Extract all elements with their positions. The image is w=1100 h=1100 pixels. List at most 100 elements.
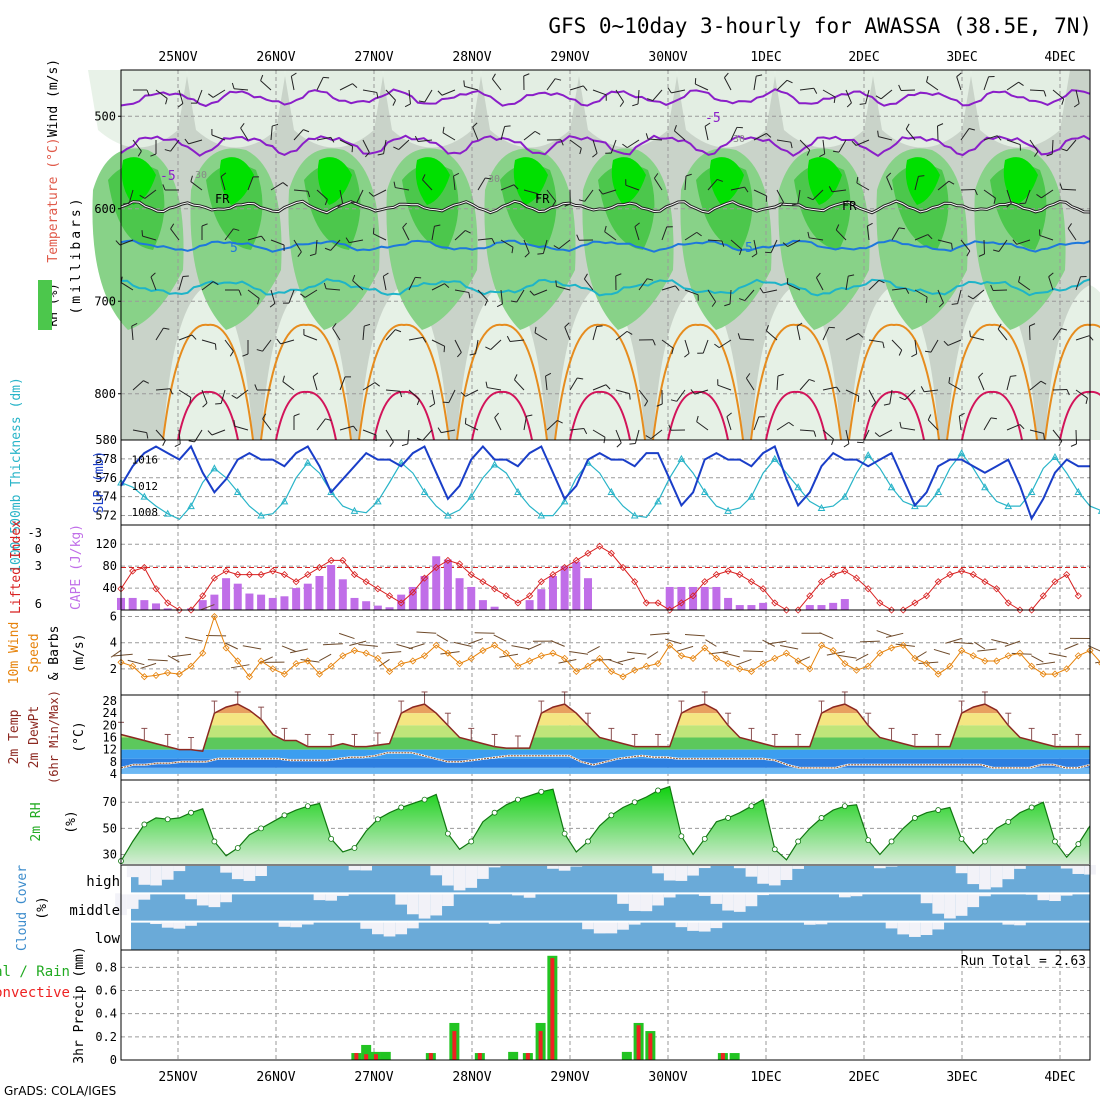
date-label-top: 2DEC: [848, 50, 879, 65]
wind-barb: [1067, 223, 1073, 229]
rh-point: [491, 809, 498, 816]
wind-barb: [707, 179, 718, 191]
wind-barb: [744, 186, 749, 193]
wind-barb: [889, 389, 893, 404]
wind-point: [210, 612, 218, 621]
cape-bar: [665, 586, 674, 610]
precip-conv-bar: [720, 1053, 725, 1060]
dew-band: [121, 749, 1090, 759]
wind-barb: [465, 423, 479, 431]
slp-line: [120, 444, 1090, 521]
cloud-cell: [150, 921, 162, 925]
li-point: [958, 567, 966, 575]
wind-barb: [832, 189, 847, 193]
rh-contour-fill: [317, 157, 352, 205]
tick-label: 4: [110, 636, 117, 650]
wind-barb: [534, 332, 548, 341]
wind-point: [619, 673, 627, 681]
wind-barb: [454, 339, 462, 353]
cloud-cell: [488, 921, 501, 924]
wind-barb: [260, 74, 264, 81]
tick-label-slp: 1008: [132, 506, 159, 519]
wind-barb: [170, 223, 175, 230]
cloud-cell: [1002, 921, 1015, 925]
wind-barb: [717, 384, 732, 391]
bottom-date-axis: 25NOV 26NOV 27NOV 28NOV 29NOV 30NOV 1DEC 2DEC 3D…: [158, 1070, 1075, 1085]
panel-upper-air: -5 -5 FR FR FR 5 5 30 30 30 500 600 700 800 Wind (m/s)…: [38, 59, 1100, 448]
rh-contour-fill: [709, 157, 744, 205]
wind-point: [946, 662, 954, 670]
wind-barb: [756, 74, 763, 77]
wind-barb: [779, 202, 784, 208]
wind-barb: [996, 135, 1002, 141]
wind-barb: [474, 632, 495, 634]
wind-barb: [345, 237, 350, 243]
tick-label: 24: [103, 706, 117, 720]
wind-barb: [212, 281, 219, 286]
contour-label: -5: [160, 169, 176, 184]
wind-barb: [684, 289, 699, 296]
wind-barb: [1019, 424, 1025, 430]
wind-barb: [465, 230, 471, 234]
wind-barb: [242, 645, 262, 650]
thickness-point: [957, 449, 966, 457]
temp-contour-line: [120, 134, 1091, 158]
wind-barb: [207, 430, 213, 436]
li-point: [922, 592, 931, 600]
wind-barb: [937, 289, 944, 304]
li-point: [666, 606, 674, 614]
rh-point: [141, 821, 148, 828]
wind-point: [782, 649, 791, 657]
cloud-cell: [780, 865, 793, 880]
wind-barb: [947, 339, 962, 346]
contour-label: 5: [745, 241, 753, 256]
thickness-point: [677, 454, 686, 462]
wind-barb: [671, 348, 674, 355]
wind-barb: [806, 149, 811, 156]
date-label-top: 1DEC: [750, 50, 781, 65]
wind-barb: [886, 172, 892, 178]
rh-point: [351, 845, 358, 851]
wind-barb: [247, 289, 260, 299]
wind-barb: [542, 239, 548, 254]
cloud-cell: [255, 865, 267, 876]
precip-conv-bar: [648, 1033, 653, 1060]
wind-barb: [1036, 661, 1056, 666]
wind-barb: [592, 326, 598, 341]
panel-wind10m: 2 4 6 10m Wind Speed & Barbs (m/s): [7, 604, 1100, 696]
wind-barb: [1061, 188, 1077, 191]
wind-barb: [319, 653, 332, 662]
wind-barb: [356, 189, 364, 203]
wind-point: [327, 662, 335, 670]
wind-barb: [529, 290, 535, 296]
wind-barb: [809, 237, 824, 241]
wind-barb: [201, 339, 216, 345]
cape-bar: [373, 605, 382, 610]
rh-contour-fill: [382, 70, 482, 148]
wind-barb: [524, 252, 530, 258]
wind-point: [385, 667, 394, 676]
tick-label: 28: [103, 694, 117, 708]
wind-barb: [855, 139, 870, 146]
cape-bar: [700, 586, 709, 610]
wind-barb: [316, 136, 331, 141]
wind-barb: [349, 239, 364, 244]
wind-point: [304, 657, 312, 665]
temp-contour-line: [120, 88, 1091, 108]
cloud-cell: [547, 865, 559, 869]
temp-contour-line: [750, 323, 842, 441]
wind-barb: [751, 253, 758, 258]
wind-barb: [626, 651, 647, 655]
wind-barb: [653, 173, 659, 179]
wind-barb: [592, 384, 607, 391]
wind-barb: [899, 421, 902, 428]
li-point: [712, 571, 720, 579]
wind-barb: [352, 280, 364, 291]
wind-barb: [475, 339, 479, 354]
cape-bar: [385, 607, 394, 610]
cape-bar: [817, 605, 826, 610]
wind-barb: [914, 176, 919, 191]
wind-point: [432, 641, 440, 649]
tick-label: 6: [110, 610, 117, 624]
thickness-point: [817, 503, 826, 511]
